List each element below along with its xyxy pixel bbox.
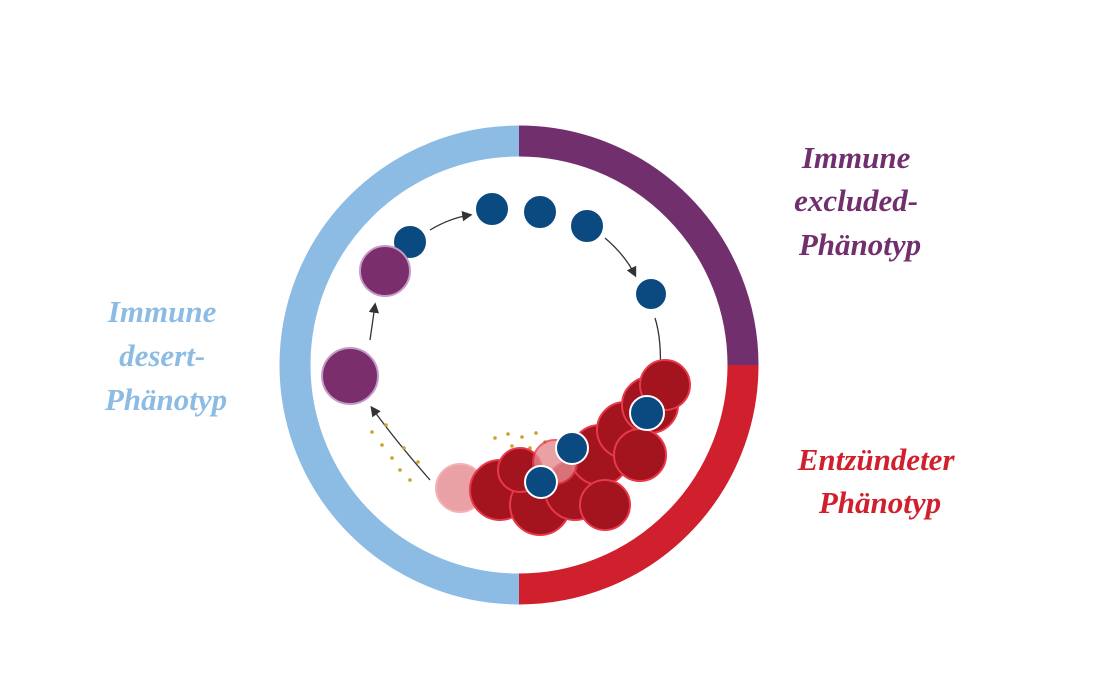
t-cells xyxy=(392,191,668,499)
chemokine-dots xyxy=(370,423,547,482)
label-line: Entzündeter xyxy=(797,442,956,477)
label-line: Immune xyxy=(801,140,911,175)
phase-ring xyxy=(279,125,759,605)
inflamed-label: Entzündeter Phänotyp xyxy=(797,442,963,520)
label-line: excluded- xyxy=(794,183,918,218)
desert-label: Immune desert- Phänotyp xyxy=(104,294,227,417)
label-line: Phänotyp xyxy=(798,227,921,262)
dendritic-cells xyxy=(321,245,411,405)
tumor-mass xyxy=(435,359,691,536)
label-line: Phänotyp xyxy=(104,382,227,417)
cycle-arrows xyxy=(368,211,662,481)
label-line: desert- xyxy=(119,338,205,373)
label-line: Immune xyxy=(107,294,217,329)
excluded-label: Immune excluded- Phänotyp xyxy=(794,140,926,262)
label-line: Phänotyp xyxy=(818,485,941,520)
